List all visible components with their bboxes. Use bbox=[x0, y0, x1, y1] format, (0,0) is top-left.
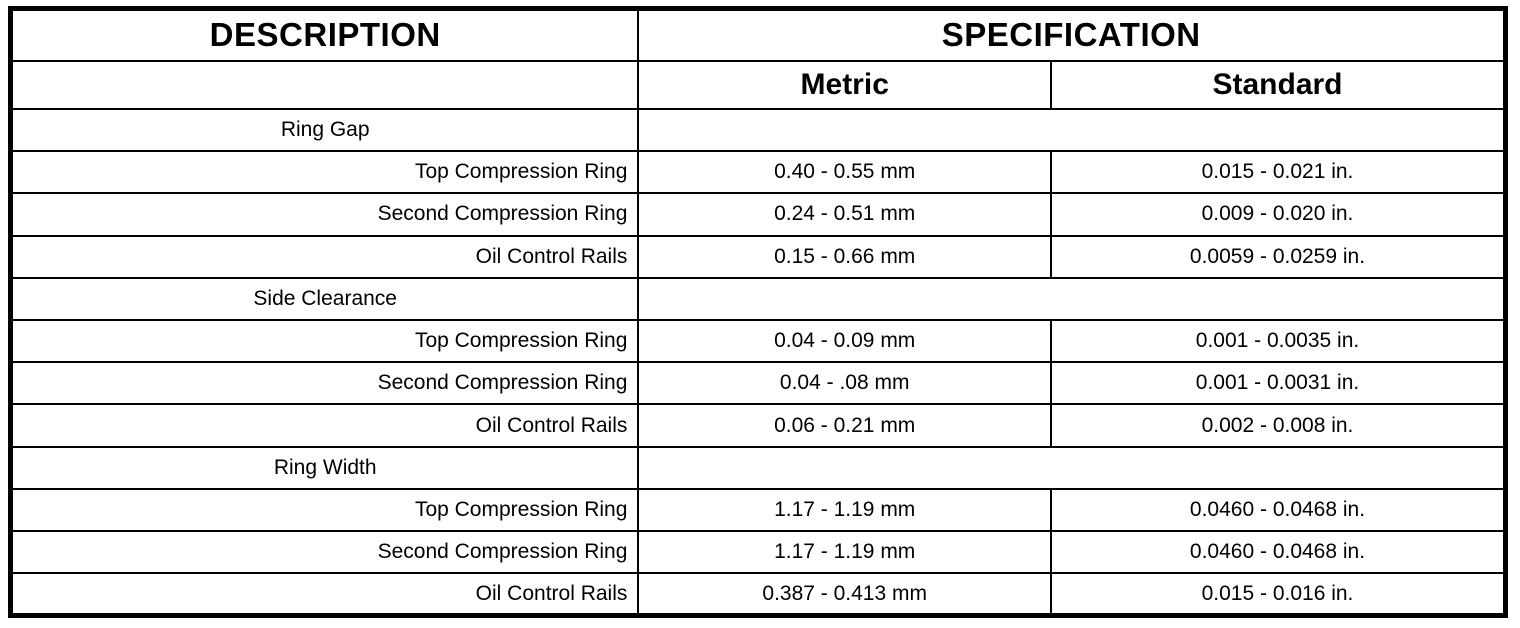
row-description: Oil Control Rails bbox=[9, 403, 640, 448]
metric-value: 0.06 - 0.21 mm bbox=[637, 403, 1052, 448]
empty-spec-cell bbox=[637, 445, 1507, 490]
standard-value: 0.015 - 0.016 in. bbox=[1050, 572, 1507, 617]
standard-value: 0.001 - 0.0031 in. bbox=[1050, 361, 1507, 406]
metric-value: 0.40 - 0.55 mm bbox=[637, 150, 1052, 195]
metric-value: 1.17 - 1.19 mm bbox=[637, 530, 1052, 575]
standard-value: 0.0059 - 0.0259 in. bbox=[1050, 234, 1507, 279]
table-row: Oil Control Rails 0.06 - 0.21 mm 0.002 -… bbox=[9, 403, 1507, 448]
group-label: Ring Gap bbox=[9, 107, 640, 153]
standard-value: 0.001 - 0.0035 in. bbox=[1050, 318, 1507, 364]
table-row: Top Compression Ring 1.17 - 1.19 mm 0.04… bbox=[9, 487, 1507, 533]
row-description: Second Compression Ring bbox=[9, 361, 640, 406]
row-description: Oil Control Rails bbox=[9, 572, 640, 617]
table-row: Second Compression Ring 1.17 - 1.19 mm 0… bbox=[9, 530, 1507, 575]
metric-value: 0.04 - .08 mm bbox=[637, 361, 1052, 406]
empty-header-cell bbox=[9, 59, 640, 110]
table-row-group: Ring Gap bbox=[9, 107, 1507, 153]
metric-value: 1.17 - 1.19 mm bbox=[637, 487, 1052, 533]
metric-value: 0.04 - 0.09 mm bbox=[637, 318, 1052, 364]
table-row-group: Side Clearance bbox=[9, 276, 1507, 322]
row-description: Second Compression Ring bbox=[9, 530, 640, 575]
metric-value: 0.15 - 0.66 mm bbox=[637, 234, 1052, 279]
table-row: Second Compression Ring 0.04 - .08 mm 0.… bbox=[9, 361, 1507, 406]
header-row-2: Metric Standard bbox=[9, 59, 1507, 110]
table-row: Top Compression Ring 0.04 - 0.09 mm 0.00… bbox=[9, 318, 1507, 364]
table-row: Oil Control Rails 0.15 - 0.66 mm 0.0059 … bbox=[9, 234, 1507, 279]
standard-value: 0.0460 - 0.0468 in. bbox=[1050, 487, 1507, 533]
standard-value: 0.009 - 0.020 in. bbox=[1050, 192, 1507, 237]
piston-ring-spec-table: DESCRIPTION SPECIFICATION Metric Standar… bbox=[8, 6, 1508, 618]
group-label: Ring Width bbox=[9, 445, 640, 490]
row-description: Top Compression Ring bbox=[9, 318, 640, 364]
table-row: Second Compression Ring 0.24 - 0.51 mm 0… bbox=[9, 192, 1507, 237]
metric-value: 0.24 - 0.51 mm bbox=[637, 192, 1052, 237]
group-label: Side Clearance bbox=[9, 276, 640, 322]
row-description: Top Compression Ring bbox=[9, 150, 640, 195]
table-row: Top Compression Ring 0.40 - 0.55 mm 0.01… bbox=[9, 150, 1507, 195]
specification-header: SPECIFICATION bbox=[637, 7, 1507, 62]
row-description: Oil Control Rails bbox=[9, 234, 640, 279]
metric-header: Metric bbox=[637, 59, 1052, 110]
standard-value: 0.015 - 0.021 in. bbox=[1050, 150, 1507, 195]
row-description: Top Compression Ring bbox=[9, 487, 640, 533]
metric-value: 0.387 - 0.413 mm bbox=[637, 572, 1052, 617]
header-row-1: DESCRIPTION SPECIFICATION bbox=[9, 7, 1507, 62]
table-row: Oil Control Rails 0.387 - 0.413 mm 0.015… bbox=[9, 572, 1507, 617]
standard-value: 0.0460 - 0.0468 in. bbox=[1050, 530, 1507, 575]
document-page: DESCRIPTION SPECIFICATION Metric Standar… bbox=[8, 6, 1508, 618]
standard-value: 0.002 - 0.008 in. bbox=[1050, 403, 1507, 448]
empty-spec-cell bbox=[637, 276, 1507, 322]
description-header: DESCRIPTION bbox=[9, 7, 640, 62]
empty-spec-cell bbox=[637, 107, 1507, 153]
table-row-group: Ring Width bbox=[9, 445, 1507, 490]
standard-header: Standard bbox=[1050, 59, 1507, 110]
row-description: Second Compression Ring bbox=[9, 192, 640, 237]
